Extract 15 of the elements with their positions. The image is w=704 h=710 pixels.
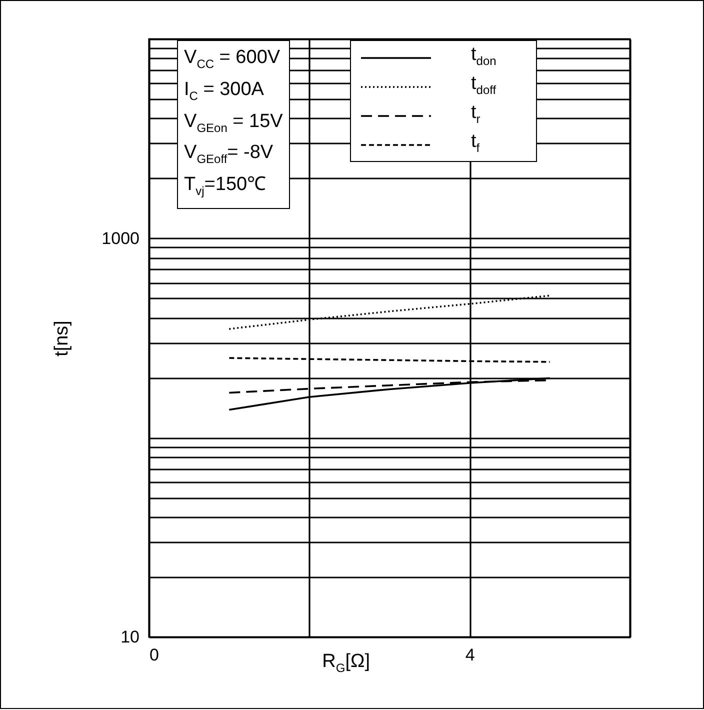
x-axis-title: R$_{G}$[Ω] <box>322 650 370 677</box>
x-tick-label: 4 <box>465 646 475 664</box>
legend-label: t$_{doff}$ <box>471 72 498 98</box>
y-axis-title: t[ns] <box>52 320 73 356</box>
x-tick-label: 0 <box>150 646 159 664</box>
annotation: I$_{C}$ = 300A <box>184 78 265 105</box>
annotation: V$_{GEon}$ = 15V <box>184 110 283 136</box>
legend-label: t$_{r}$ <box>471 100 482 128</box>
y-tick-label: 1000 <box>102 228 140 248</box>
annotation: V$_{CC}$ = 600V <box>184 46 282 73</box>
annotation: V$_{GEoff}$= -8V <box>184 141 274 168</box>
y-tick-label: 10 <box>120 628 140 646</box>
annotation: T$_{vj}$=150℃ <box>184 173 268 200</box>
legend-label: t$_{f}$ <box>471 130 481 156</box>
legend-label: t$_{don}$ <box>471 42 498 70</box>
